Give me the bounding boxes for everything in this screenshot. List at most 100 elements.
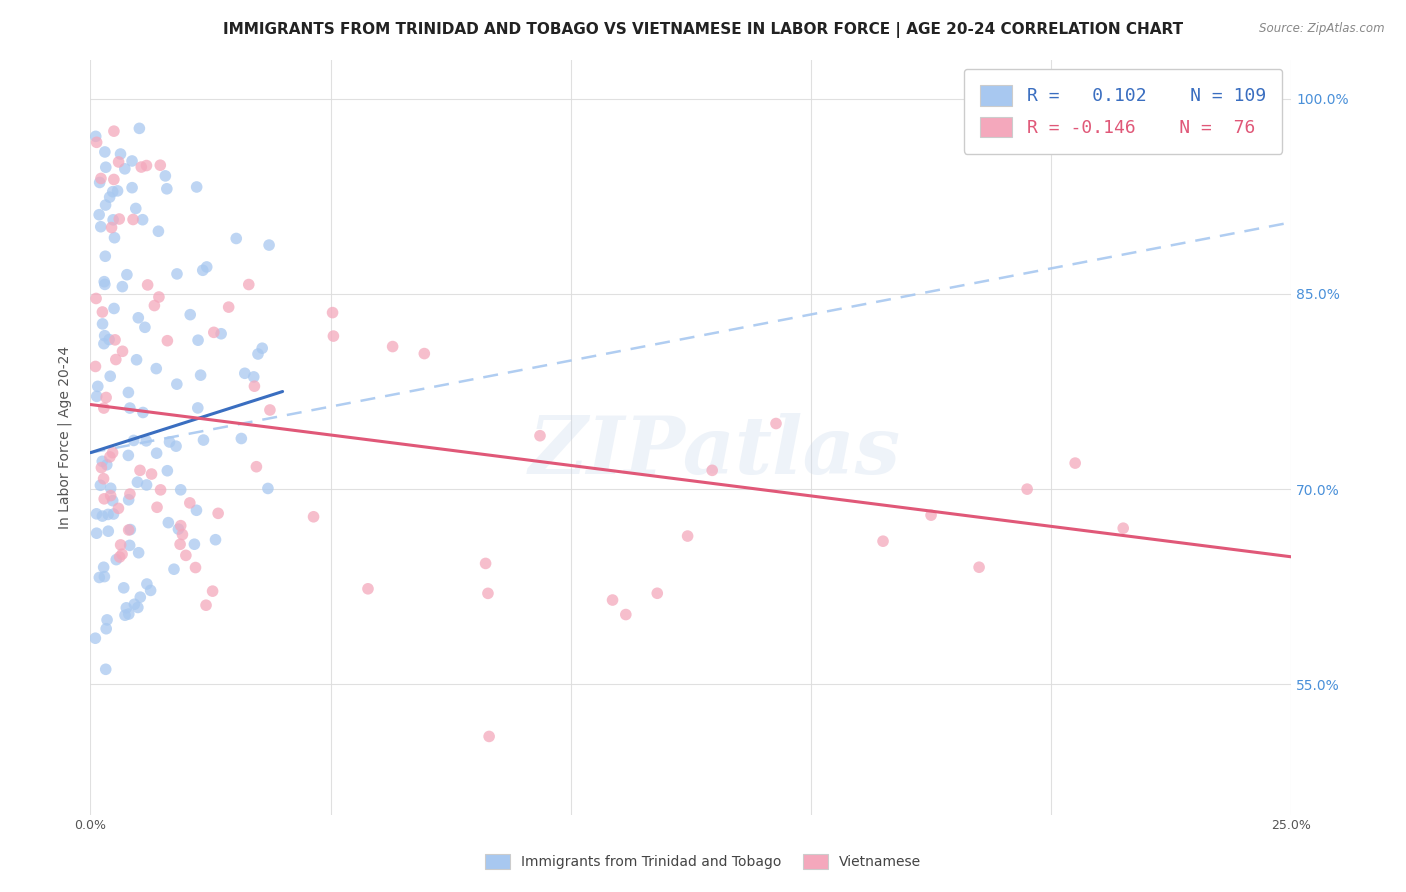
Point bbox=[127, 310, 149, 325]
Point bbox=[134, 320, 156, 334]
Point bbox=[166, 377, 188, 392]
Point bbox=[91, 305, 114, 319]
Point bbox=[131, 212, 153, 227]
Point bbox=[259, 403, 281, 417]
Text: Source: ZipAtlas.com: Source: ZipAtlas.com bbox=[1260, 22, 1385, 36]
Point bbox=[125, 202, 148, 216]
Legend: R =   0.102    N = 109, R = -0.146    N =  76: R = 0.102 N = 109, R = -0.146 N = 76 bbox=[963, 69, 1282, 153]
Point bbox=[184, 560, 207, 574]
Point bbox=[96, 622, 118, 636]
Point bbox=[159, 435, 181, 450]
Point bbox=[100, 489, 122, 503]
Point bbox=[94, 249, 117, 263]
Point bbox=[103, 172, 125, 186]
Point bbox=[107, 184, 129, 198]
Point bbox=[218, 300, 240, 314]
Point bbox=[322, 305, 344, 319]
Point bbox=[257, 482, 280, 496]
Point bbox=[86, 389, 108, 403]
Point bbox=[103, 507, 125, 521]
Point bbox=[143, 299, 166, 313]
Point bbox=[238, 277, 260, 292]
Point bbox=[169, 537, 191, 551]
Point bbox=[135, 577, 157, 591]
Point bbox=[110, 538, 132, 552]
Point bbox=[93, 560, 115, 574]
Point bbox=[118, 523, 141, 537]
Point bbox=[94, 662, 117, 676]
Point bbox=[93, 569, 115, 583]
Y-axis label: In Labor Force | Age 20-24: In Labor Force | Age 20-24 bbox=[58, 345, 72, 529]
Point bbox=[118, 538, 141, 552]
Point bbox=[114, 608, 136, 623]
Point bbox=[86, 136, 108, 150]
Point bbox=[195, 598, 218, 612]
Point bbox=[190, 368, 212, 383]
Point bbox=[101, 493, 124, 508]
Point bbox=[413, 346, 436, 360]
Point bbox=[101, 212, 124, 227]
Point bbox=[478, 730, 501, 744]
Point bbox=[765, 417, 787, 431]
Point bbox=[86, 526, 108, 541]
Point bbox=[122, 212, 145, 227]
Point bbox=[149, 158, 172, 172]
Point bbox=[108, 212, 131, 227]
Point bbox=[97, 524, 120, 539]
Point bbox=[225, 231, 247, 245]
Point bbox=[115, 600, 138, 615]
Point bbox=[172, 527, 194, 541]
Point bbox=[103, 301, 125, 316]
Point bbox=[117, 449, 139, 463]
Point bbox=[1064, 456, 1087, 470]
Text: ZIPatlas: ZIPatlas bbox=[529, 413, 901, 491]
Point bbox=[97, 508, 120, 522]
Point bbox=[141, 467, 163, 481]
Point bbox=[179, 496, 201, 510]
Point bbox=[103, 231, 125, 245]
Point bbox=[125, 352, 148, 367]
Point bbox=[201, 584, 224, 599]
Point bbox=[187, 333, 209, 347]
Point bbox=[101, 445, 124, 459]
Point bbox=[96, 458, 118, 472]
Point bbox=[195, 260, 218, 274]
Point bbox=[179, 308, 201, 322]
Point bbox=[242, 370, 264, 384]
Point bbox=[128, 546, 150, 560]
Point bbox=[112, 581, 135, 595]
Point bbox=[676, 529, 699, 543]
Point bbox=[191, 263, 214, 277]
Point bbox=[114, 161, 136, 176]
Point bbox=[170, 483, 193, 497]
Point bbox=[146, 500, 169, 515]
Point bbox=[93, 491, 115, 506]
Point bbox=[121, 153, 143, 168]
Point bbox=[94, 145, 117, 159]
Point bbox=[98, 369, 121, 384]
Point bbox=[110, 147, 132, 161]
Point bbox=[86, 507, 108, 521]
Point bbox=[118, 607, 141, 621]
Point bbox=[89, 570, 111, 584]
Point bbox=[872, 534, 894, 549]
Point bbox=[90, 171, 112, 186]
Point bbox=[186, 180, 208, 194]
Point bbox=[357, 582, 380, 596]
Point bbox=[122, 434, 145, 448]
Point bbox=[118, 492, 141, 507]
Point bbox=[132, 405, 155, 419]
Text: IMMIGRANTS FROM TRINIDAD AND TOBAGO VS VIETNAMESE IN LABOR FORCE | AGE 20-24 COR: IMMIGRANTS FROM TRINIDAD AND TOBAGO VS V… bbox=[224, 22, 1182, 38]
Point bbox=[156, 464, 179, 478]
Point bbox=[104, 352, 127, 367]
Point bbox=[98, 333, 121, 347]
Point bbox=[156, 334, 179, 348]
Point bbox=[120, 523, 142, 537]
Point bbox=[118, 401, 141, 415]
Point bbox=[89, 176, 111, 190]
Point bbox=[156, 182, 179, 196]
Point bbox=[163, 562, 186, 576]
Point bbox=[94, 160, 117, 174]
Point bbox=[111, 547, 134, 561]
Point bbox=[117, 385, 139, 400]
